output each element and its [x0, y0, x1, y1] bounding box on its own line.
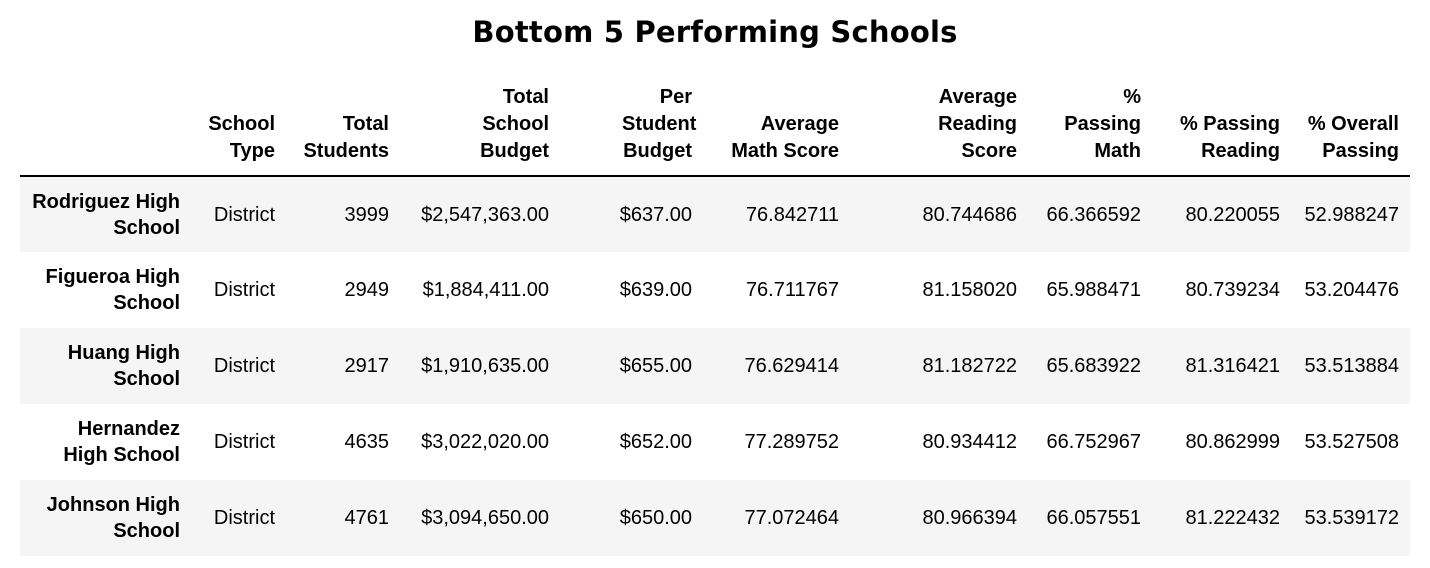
column-header: Average Reading Score: [850, 84, 1028, 177]
table-cell: $1,884,411.00: [422, 278, 549, 301]
row-label: Figueroa High School: [45, 266, 180, 314]
row-label: Huang High School: [67, 342, 180, 390]
table-cell: 52.988247: [1304, 203, 1399, 226]
index-header: [20, 84, 191, 177]
table-cell: $650.00: [619, 506, 692, 529]
table-cell: District: [213, 430, 275, 453]
table-row: Hernandez High School District 4635 $3,0…: [20, 404, 1410, 480]
table-cell: 76.842711: [745, 203, 839, 226]
table-row: Rodriguez High School District 3999 $2,5…: [20, 176, 1410, 252]
table-cell: 80.966394: [922, 506, 1017, 529]
row-label: Hernandez High School: [63, 418, 180, 466]
table-cell: 66.752967: [1046, 430, 1141, 453]
column-header: Average Math Score: [703, 84, 850, 177]
table-cell: 2949: [344, 278, 390, 301]
table-cell: 65.988471: [1046, 278, 1141, 301]
table-cell: 76.711767: [745, 278, 839, 301]
table-cell: 2917: [344, 354, 390, 377]
table-cell: $639.00: [619, 278, 692, 301]
table-cell: 80.220055: [1185, 203, 1280, 226]
table-cell: 80.862999: [1185, 430, 1280, 453]
table-cell: 76.629414: [744, 354, 839, 377]
table-cell: 53.527508: [1304, 430, 1399, 453]
table-row: Huang High School District 2917 $1,910,6…: [20, 328, 1410, 404]
header-row: School Type Total Students Total School …: [20, 84, 1410, 177]
table-cell: $637.00: [619, 203, 692, 226]
table-cell: 81.158020: [922, 278, 1017, 301]
table-cell: 4761: [344, 506, 390, 529]
table-cell: 80.739234: [1185, 278, 1280, 301]
table-cell: 66.366592: [1046, 203, 1141, 226]
table-cell: District: [213, 506, 275, 529]
table-cell: 77.289752: [744, 430, 839, 453]
table-cell: District: [213, 354, 275, 377]
table-cell: $1,910,635.00: [421, 354, 549, 377]
table-cell: 3999: [344, 203, 390, 226]
table-cell: 81.182722: [922, 354, 1017, 377]
table-cell: $3,022,020.00: [421, 430, 549, 453]
column-header: % Overall Passing: [1291, 84, 1410, 177]
schools-table: School Type Total Students Total School …: [20, 84, 1410, 556]
row-label: Rodriguez High School: [32, 191, 180, 239]
table-cell: 80.744686: [922, 203, 1017, 226]
column-header: Total School Budget: [400, 84, 560, 177]
table-cell: District: [213, 203, 275, 226]
table-row: Figueroa High School District 2949 $1,88…: [20, 252, 1410, 328]
table-cell: 53.513884: [1304, 354, 1399, 377]
table-cell: District: [213, 278, 275, 301]
table-cell: $3,094,650.00: [421, 506, 549, 529]
table-cell: $655.00: [619, 354, 692, 377]
table-cell: 53.539172: [1304, 506, 1399, 529]
table-cell: 77.072464: [744, 506, 839, 529]
column-header: School Type: [191, 84, 286, 177]
column-header: Total Students: [286, 84, 400, 177]
table-cell: 80.934412: [922, 430, 1017, 453]
table-cell: 81.316421: [1185, 354, 1280, 377]
table-row: Johnson High School District 4761 $3,094…: [20, 480, 1410, 556]
column-header: Per Student Budget: [560, 84, 703, 177]
column-header: % Passing Math: [1028, 84, 1152, 177]
table-cell: $2,547,363.00: [421, 203, 549, 226]
table-cell: $652.00: [619, 430, 692, 453]
table-title: Bottom 5 Performing Schools: [472, 15, 958, 49]
table-cell: 53.204476: [1304, 278, 1399, 301]
table-cell: 66.057551: [1046, 506, 1141, 529]
column-header: % Passing Reading: [1152, 84, 1291, 177]
table-cell: 81.222432: [1185, 506, 1280, 529]
row-label: Johnson High School: [46, 494, 180, 542]
table-cell: 4635: [344, 430, 390, 453]
table-cell: 65.683922: [1046, 354, 1141, 377]
